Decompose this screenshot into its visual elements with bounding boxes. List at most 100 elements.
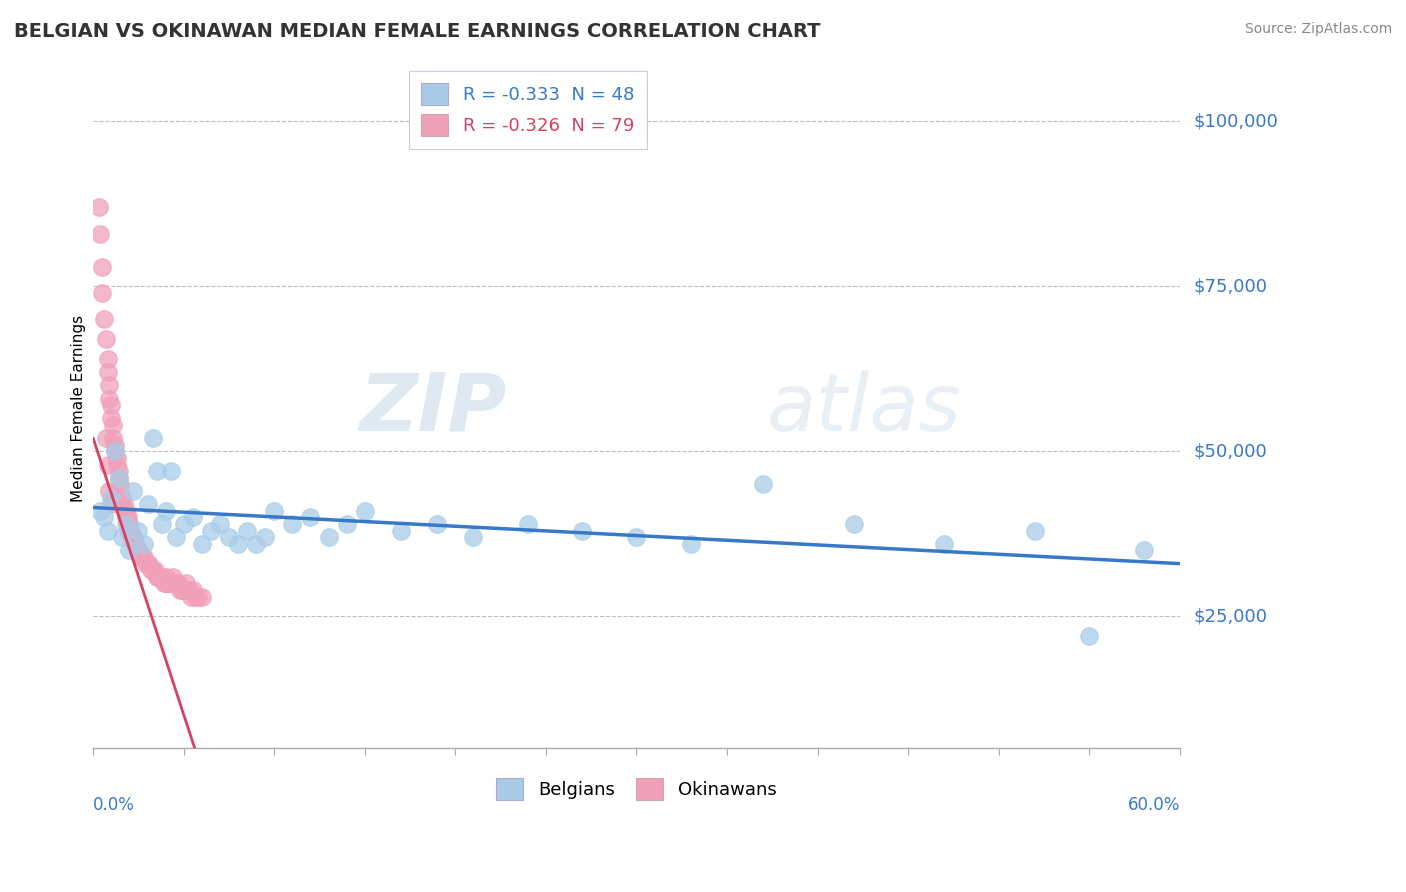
Point bbox=[127, 543, 149, 558]
Point bbox=[136, 497, 159, 511]
Point bbox=[120, 524, 142, 538]
Point bbox=[120, 530, 142, 544]
Point bbox=[94, 431, 117, 445]
Point bbox=[191, 590, 214, 604]
Point bbox=[187, 590, 209, 604]
Point bbox=[516, 516, 538, 531]
Point bbox=[153, 576, 176, 591]
Point bbox=[138, 557, 160, 571]
Point bbox=[208, 516, 231, 531]
Point bbox=[110, 483, 132, 498]
Point bbox=[145, 464, 167, 478]
Legend: Belgians, Okinawans: Belgians, Okinawans bbox=[489, 771, 785, 807]
Point bbox=[98, 378, 121, 392]
Point bbox=[97, 365, 120, 379]
Point bbox=[169, 582, 191, 597]
Point bbox=[132, 537, 155, 551]
Point bbox=[181, 582, 204, 597]
Point bbox=[149, 570, 172, 584]
Point bbox=[97, 351, 120, 366]
Point bbox=[101, 417, 124, 432]
Point bbox=[174, 576, 197, 591]
Point bbox=[91, 260, 114, 274]
Point bbox=[93, 510, 115, 524]
Point bbox=[97, 524, 120, 538]
Point bbox=[135, 557, 157, 571]
Point bbox=[122, 530, 145, 544]
Point bbox=[148, 570, 170, 584]
Point bbox=[155, 576, 177, 591]
Point bbox=[89, 227, 111, 241]
Point bbox=[181, 510, 204, 524]
Point bbox=[124, 537, 146, 551]
Point bbox=[100, 491, 122, 505]
Point bbox=[160, 576, 183, 591]
Point bbox=[156, 576, 179, 591]
Point bbox=[318, 530, 340, 544]
Point bbox=[170, 582, 193, 597]
Point bbox=[111, 530, 134, 544]
Point bbox=[179, 582, 201, 597]
Point bbox=[107, 471, 129, 485]
Point bbox=[125, 543, 148, 558]
Point bbox=[89, 504, 111, 518]
Point bbox=[124, 537, 146, 551]
Point bbox=[107, 471, 129, 485]
Point bbox=[104, 444, 127, 458]
Point bbox=[142, 563, 165, 577]
Point bbox=[91, 285, 114, 300]
Point bbox=[254, 530, 277, 544]
Point bbox=[166, 530, 188, 544]
Point bbox=[167, 576, 190, 591]
Point bbox=[934, 537, 956, 551]
Point bbox=[129, 549, 152, 564]
Text: 0.0%: 0.0% bbox=[93, 796, 135, 814]
Point bbox=[100, 411, 122, 425]
Point bbox=[752, 477, 775, 491]
Y-axis label: Median Female Earnings: Median Female Earnings bbox=[72, 315, 86, 502]
Point bbox=[112, 497, 135, 511]
Point bbox=[157, 576, 180, 591]
Point bbox=[111, 491, 134, 505]
Point bbox=[114, 510, 136, 524]
Point bbox=[155, 504, 177, 518]
Point bbox=[226, 537, 249, 551]
Point bbox=[173, 516, 195, 531]
Point bbox=[626, 530, 648, 544]
Point bbox=[118, 543, 141, 558]
Point bbox=[98, 392, 121, 406]
Point bbox=[1024, 524, 1046, 538]
Point bbox=[97, 458, 120, 472]
Point bbox=[98, 483, 121, 498]
Text: $50,000: $50,000 bbox=[1194, 442, 1267, 460]
Point bbox=[166, 576, 188, 591]
Point bbox=[122, 483, 145, 498]
Point bbox=[94, 332, 117, 346]
Point bbox=[114, 504, 136, 518]
Point bbox=[389, 524, 412, 538]
Point bbox=[155, 570, 177, 584]
Point bbox=[160, 464, 183, 478]
Point bbox=[218, 530, 240, 544]
Point bbox=[173, 582, 195, 597]
Text: 60.0%: 60.0% bbox=[1128, 796, 1180, 814]
Point bbox=[1078, 629, 1101, 643]
Text: ZIP: ZIP bbox=[359, 369, 506, 448]
Point bbox=[426, 516, 449, 531]
Point bbox=[107, 464, 129, 478]
Point bbox=[353, 504, 375, 518]
Point bbox=[191, 537, 214, 551]
Point bbox=[162, 576, 184, 591]
Point bbox=[117, 516, 139, 531]
Point bbox=[842, 516, 865, 531]
Text: $75,000: $75,000 bbox=[1194, 277, 1268, 295]
Point bbox=[93, 312, 115, 326]
Text: BELGIAN VS OKINAWAN MEDIAN FEMALE EARNINGS CORRELATION CHART: BELGIAN VS OKINAWAN MEDIAN FEMALE EARNIN… bbox=[14, 22, 821, 41]
Point bbox=[143, 563, 166, 577]
Point bbox=[105, 450, 128, 465]
Point bbox=[679, 537, 702, 551]
Point bbox=[110, 477, 132, 491]
Point bbox=[131, 549, 153, 564]
Text: $100,000: $100,000 bbox=[1194, 112, 1278, 130]
Text: $25,000: $25,000 bbox=[1194, 607, 1268, 625]
